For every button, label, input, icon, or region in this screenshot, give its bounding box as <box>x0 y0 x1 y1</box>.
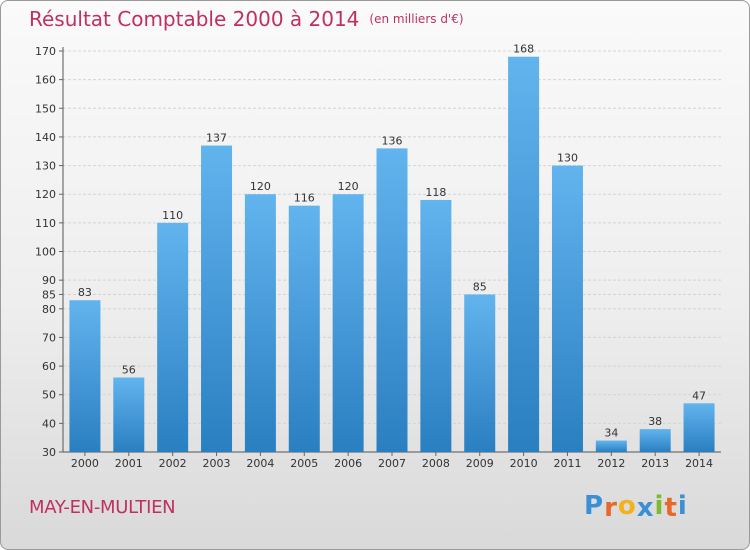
commune-name: MAY-EN-MULTIEN <box>29 497 176 518</box>
bar <box>113 377 145 452</box>
logo-letter: o <box>617 491 637 521</box>
logo-letter: i <box>654 491 665 521</box>
data-label: 56 <box>122 364 136 377</box>
y-tick-label: 85 <box>42 288 56 301</box>
y-tick-label: 120 <box>35 188 56 201</box>
bar <box>551 165 583 453</box>
y-tick-label: 70 <box>42 331 56 344</box>
x-tick-label: 2002 <box>159 457 187 470</box>
data-label: 47 <box>692 389 706 402</box>
y-tick-label: 30 <box>42 446 56 459</box>
bar <box>244 194 276 452</box>
y-tick-label: 80 <box>42 303 56 316</box>
x-tick-label: 2003 <box>203 457 231 470</box>
chart-title-text: Résultat Comptable 2000 à 2014 <box>29 7 360 31</box>
bar <box>201 145 233 452</box>
x-tick-label: 2013 <box>641 457 669 470</box>
data-label: 130 <box>557 152 578 165</box>
bar <box>508 56 540 452</box>
x-tick-label: 2005 <box>290 457 318 470</box>
bar <box>288 205 320 452</box>
x-tick-label: 2006 <box>334 457 362 470</box>
data-label: 110 <box>162 209 183 222</box>
y-tick-label: 50 <box>42 389 56 402</box>
x-tick-label: 2004 <box>246 457 274 470</box>
bar <box>683 403 715 452</box>
logo-letter: r <box>604 493 618 523</box>
bar <box>639 429 671 452</box>
bar <box>595 440 627 452</box>
x-tick-label: 2010 <box>510 457 538 470</box>
data-label: 168 <box>513 43 534 56</box>
data-label: 120 <box>250 180 271 193</box>
bar <box>376 148 408 452</box>
x-tick-label: 2009 <box>466 457 494 470</box>
x-tick-label: 2000 <box>71 457 99 470</box>
data-label: 83 <box>78 286 92 299</box>
y-tick-label: 130 <box>35 160 56 173</box>
bar <box>464 294 496 452</box>
data-label: 34 <box>604 427 618 440</box>
y-tick-label: 60 <box>42 360 56 373</box>
y-tick-label: 90 <box>42 274 56 287</box>
x-tick-label: 2007 <box>378 457 406 470</box>
y-tick-label: 110 <box>35 217 56 230</box>
logo-letter: x <box>636 493 655 523</box>
data-label: 116 <box>294 192 315 205</box>
bar <box>332 194 364 452</box>
y-tick-label: 40 <box>42 417 56 430</box>
logo-letter: i <box>677 491 688 521</box>
y-tick-label: 170 <box>35 45 56 58</box>
y-tick-label: 150 <box>35 102 56 115</box>
bar <box>69 300 101 452</box>
logo-letter: P <box>584 491 605 521</box>
x-tick-label: 2012 <box>597 457 625 470</box>
data-label: 120 <box>338 180 359 193</box>
x-tick-label: 2001 <box>115 457 143 470</box>
chart-title: Résultat Comptable 2000 à 2014 (en millie… <box>29 7 464 31</box>
y-tick-label: 100 <box>35 246 56 259</box>
bar <box>420 199 452 452</box>
data-label: 137 <box>206 132 227 145</box>
y-tick-label: 160 <box>35 74 56 87</box>
logo-letter: t <box>664 493 678 523</box>
x-tick-label: 2008 <box>422 457 450 470</box>
x-tick-label: 2014 <box>685 457 713 470</box>
bar <box>157 222 189 452</box>
data-label: 136 <box>382 134 403 147</box>
proxiti-logo: Proxiti <box>584 491 688 523</box>
x-tick-label: 2011 <box>553 457 581 470</box>
y-tick-label: 140 <box>35 131 56 144</box>
data-label: 118 <box>425 186 446 199</box>
data-label: 85 <box>473 280 487 293</box>
chart-unit: (en milliers d'€) <box>369 12 464 26</box>
data-label: 38 <box>648 415 662 428</box>
